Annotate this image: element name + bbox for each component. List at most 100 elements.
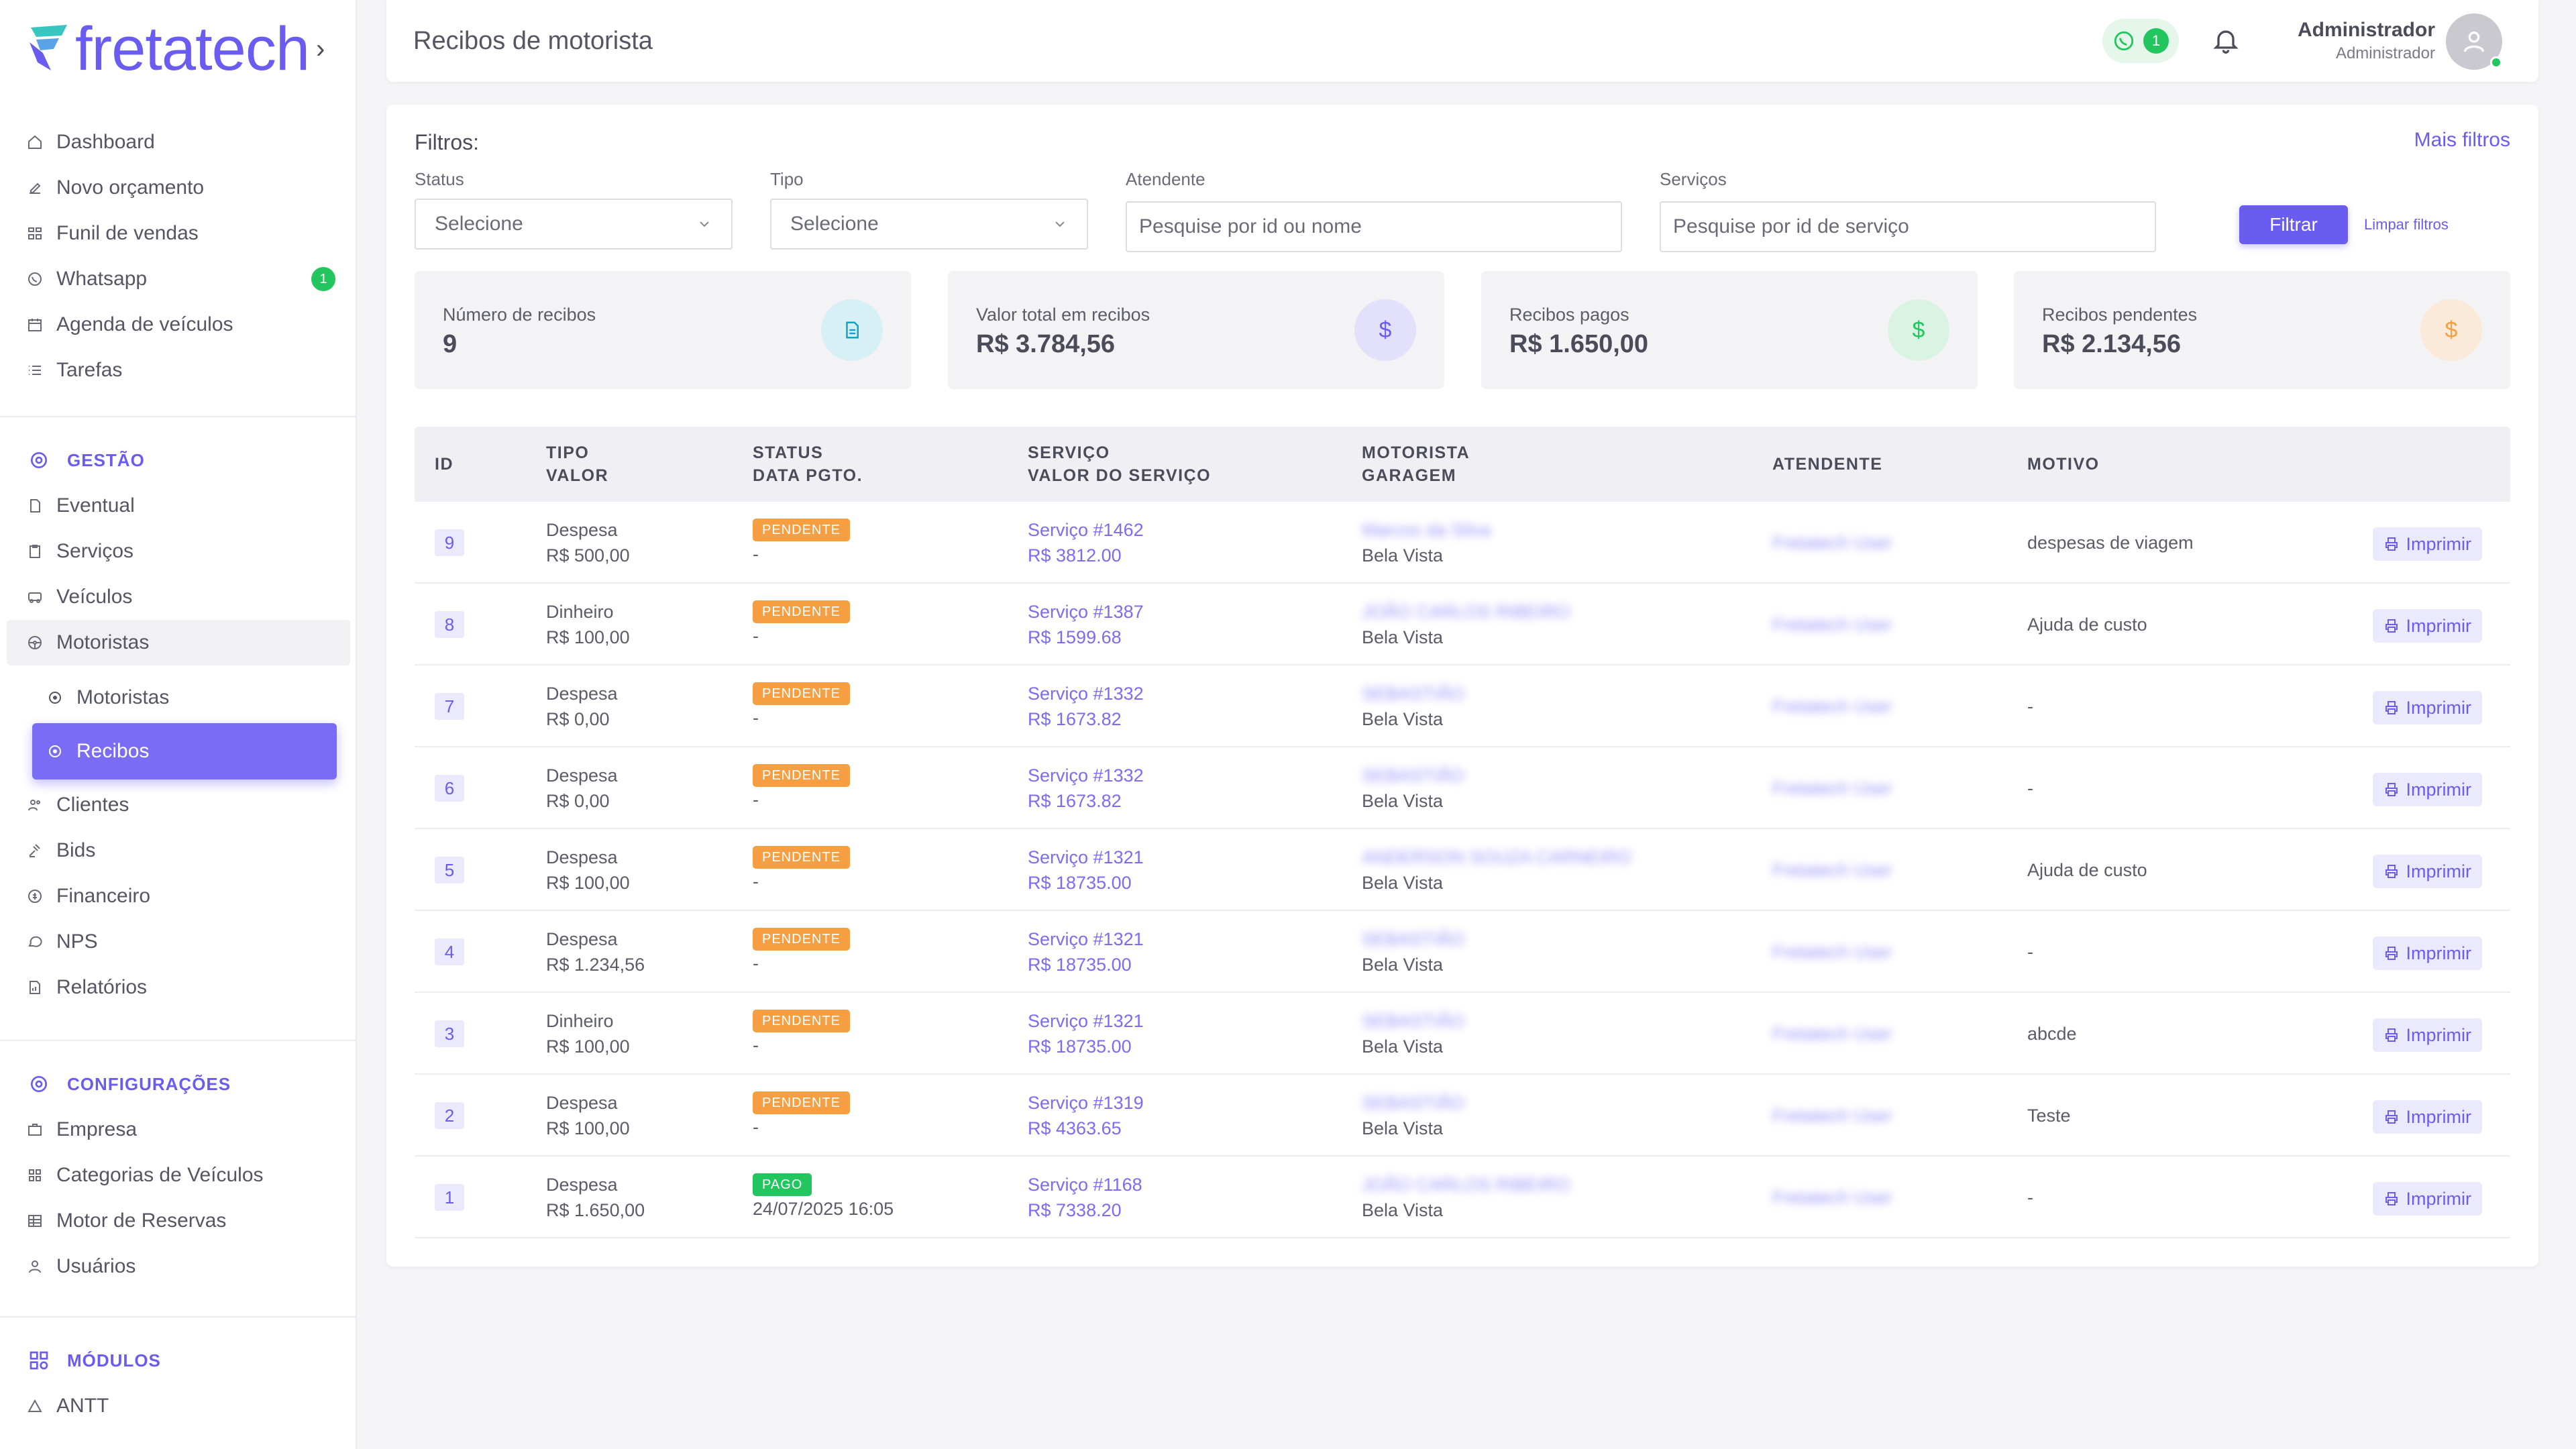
- service-link[interactable]: Serviço #1319: [1028, 1093, 1144, 1113]
- service-link[interactable]: Serviço #1321: [1028, 847, 1144, 867]
- service-link[interactable]: Serviço #1168: [1028, 1175, 1142, 1195]
- status-select[interactable]: Selecione: [415, 199, 733, 250]
- online-status-dot: [2490, 56, 2502, 68]
- sidebar-item-clientes[interactable]: Clientes: [0, 782, 357, 828]
- driver-name[interactable]: SEBASTIÃO: [1362, 1093, 1465, 1113]
- service-link[interactable]: Serviço #1332: [1028, 684, 1144, 704]
- sidebar-subitem-motoristas[interactable]: Motoristas: [0, 675, 357, 720]
- sidebar-item-funil-de-vendas[interactable]: Funil de vendas: [0, 211, 357, 256]
- receipt-id-badge[interactable]: 4: [435, 938, 464, 965]
- sidebar-item-relatorios[interactable]: Relatórios: [0, 965, 357, 1010]
- receipt-amount: R$ 100,00: [546, 873, 630, 893]
- atendente-cell: Fretatech User: [1772, 502, 1892, 584]
- sidebar-item-bids[interactable]: Bids: [0, 828, 357, 873]
- fretatech-logo[interactable]: fretatech ›: [27, 15, 325, 83]
- sidebar-item-novo-orcamento[interactable]: Novo orçamento: [0, 165, 357, 211]
- print-button[interactable]: Imprimir: [2372, 936, 2482, 970]
- atendente-cell: Fretatech User: [1772, 911, 1892, 993]
- id-cell: 1: [435, 1157, 464, 1238]
- print-button[interactable]: Imprimir: [2372, 691, 2482, 724]
- sidebar-item-eventual[interactable]: Eventual: [0, 483, 357, 529]
- print-button[interactable]: Imprimir: [2372, 1182, 2482, 1216]
- print-button[interactable]: Imprimir: [2372, 609, 2482, 643]
- payment-date: 24/07/2025 16:05: [753, 1199, 894, 1219]
- print-button[interactable]: Imprimir: [2372, 527, 2482, 561]
- atendente-cell: Fretatech User: [1772, 665, 1892, 747]
- receipt-id-badge[interactable]: 2: [435, 1102, 464, 1129]
- print-button[interactable]: Imprimir: [2372, 855, 2482, 888]
- receipt-id-badge[interactable]: 8: [435, 611, 464, 638]
- tipo-valor-cell: Despesa R$ 1.234,56: [546, 911, 645, 993]
- collapse-sidebar-icon[interactable]: ›: [315, 34, 325, 64]
- sidebar-item-servicos[interactable]: Serviços: [0, 529, 357, 574]
- print-label: Imprimir: [2406, 533, 2471, 554]
- sidebar-item-motoristas-group[interactable]: Motoristas: [7, 620, 350, 665]
- tipo-valor-cell: Despesa R$ 100,00: [546, 1075, 630, 1157]
- driver-name[interactable]: SEBASTIÃO: [1362, 929, 1465, 949]
- receipt-id-badge[interactable]: 3: [435, 1020, 464, 1047]
- sidebar-subitem-recibos[interactable]: Recibos: [32, 723, 337, 780]
- service-link[interactable]: Serviço #1462: [1028, 520, 1144, 540]
- print-button[interactable]: Imprimir: [2372, 773, 2482, 806]
- sidebar-item-tarefas[interactable]: Tarefas: [0, 347, 357, 393]
- receipt-id-badge[interactable]: 9: [435, 529, 464, 556]
- driver-name[interactable]: SEBASTIÃO: [1362, 684, 1465, 704]
- sidebar-item-usuarios[interactable]: Usuários: [0, 1244, 357, 1289]
- report-icon: [27, 979, 43, 996]
- status-badge: PENDENTE: [753, 519, 850, 541]
- driver-name[interactable]: Marcos da Silva: [1362, 520, 1491, 540]
- driver-name[interactable]: SEBASTIÃO: [1362, 765, 1465, 786]
- sidebar-item-antt[interactable]: ANTT: [0, 1383, 357, 1429]
- header-label: TIPO: [546, 443, 590, 462]
- gestao-nav: GESTÃO Eventual Serviços Veículos Motori…: [0, 437, 357, 1010]
- user-name[interactable]: Administrador: [2297, 19, 2435, 41]
- clear-filters-link[interactable]: Limpar filtros: [2364, 216, 2449, 233]
- print-label: Imprimir: [2406, 615, 2471, 636]
- atendente-cell: Fretatech User: [1772, 993, 1892, 1075]
- sidebar-item-empresa[interactable]: Empresa: [0, 1107, 357, 1152]
- whatsapp-notification-button[interactable]: 1: [2102, 19, 2179, 63]
- driver-name[interactable]: SEBASTIÃO: [1362, 1011, 1465, 1031]
- driver-name[interactable]: JOÃO CARLOS RIBEIRO: [1362, 1175, 1570, 1195]
- bell-icon[interactable]: [2211, 25, 2241, 55]
- sidebar-item-nps[interactable]: NPS: [0, 919, 357, 965]
- header-label: MOTORISTA: [1362, 443, 1470, 462]
- dollar-icon: $: [1354, 299, 1416, 361]
- sidebar-item-motor-de-reservas[interactable]: Motor de Reservas: [0, 1198, 357, 1244]
- sidebar-item-veiculos[interactable]: Veículos: [0, 574, 357, 620]
- service-link[interactable]: Serviço #1321: [1028, 1011, 1144, 1031]
- sidebar-item-financeiro[interactable]: Financeiro: [0, 873, 357, 919]
- receipt-id-badge[interactable]: 5: [435, 857, 464, 883]
- atendente-search-input[interactable]: [1126, 201, 1622, 252]
- sidebar-item-categorias-de-veiculos[interactable]: Categorias de Veículos: [0, 1152, 357, 1198]
- receipt-type: Dinheiro: [546, 1011, 614, 1031]
- print-button[interactable]: Imprimir: [2372, 1100, 2482, 1134]
- more-filters-link[interactable]: Mais filtros: [2414, 129, 2510, 151]
- servicos-search-input[interactable]: [1660, 201, 2156, 252]
- servico-cell: Serviço #1321 R$ 18735.00: [1028, 911, 1144, 993]
- attendant-name: Fretatech User: [1772, 1106, 1892, 1126]
- driver-name[interactable]: ANDERSON SOUZA CARNEIRO: [1362, 847, 1632, 867]
- header-label: ATENDENTE: [1772, 455, 1883, 474]
- logo-text: fretatech: [75, 15, 310, 83]
- tipo-select[interactable]: Selecione: [770, 199, 1088, 250]
- funnel-icon: [27, 225, 43, 241]
- payment-date: -: [753, 626, 759, 646]
- sidebar-item-agenda-de-veiculos[interactable]: Agenda de veículos: [0, 302, 357, 347]
- atendente-cell: Fretatech User: [1772, 1075, 1892, 1157]
- filter-button[interactable]: Filtrar: [2239, 205, 2348, 244]
- table-row: 5 Despesa R$ 100,00 PENDENTE - Serviço #…: [415, 829, 2510, 911]
- receipt-id-badge[interactable]: 7: [435, 693, 464, 720]
- service-link[interactable]: Serviço #1321: [1028, 929, 1144, 949]
- receipt-id-badge[interactable]: 6: [435, 775, 464, 802]
- avatar[interactable]: [2446, 13, 2502, 70]
- sidebar-item-dashboard[interactable]: Dashboard: [0, 119, 357, 165]
- service-link[interactable]: Serviço #1332: [1028, 765, 1144, 786]
- column-header-atendente: ATENDENTE: [1772, 427, 1882, 502]
- service-link[interactable]: Serviço #1387: [1028, 602, 1144, 622]
- receipt-id-badge[interactable]: 1: [435, 1184, 464, 1211]
- printer-icon: [2385, 1110, 2398, 1124]
- sidebar-item-whatsapp[interactable]: Whatsapp 1: [0, 256, 357, 302]
- print-button[interactable]: Imprimir: [2372, 1018, 2482, 1052]
- driver-name[interactable]: JOÃO CARLOS RIBEIRO: [1362, 602, 1570, 622]
